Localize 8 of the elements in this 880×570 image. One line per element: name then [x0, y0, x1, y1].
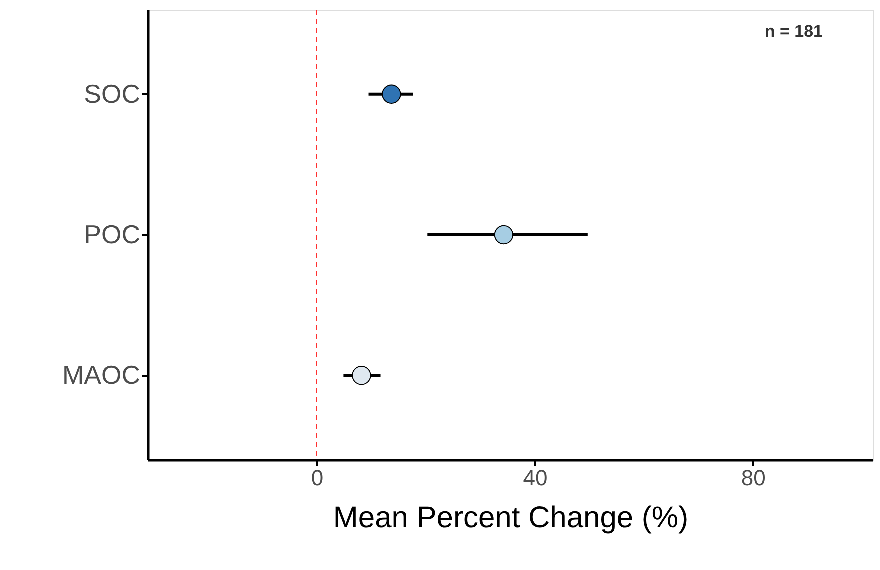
x-tick-label: 40 — [523, 466, 548, 490]
x-tick-label: 0 — [311, 466, 324, 490]
x-axis-title: Mean Percent Change (%) — [333, 502, 689, 534]
y-tick-label: SOC — [84, 78, 140, 109]
annotation: n = 181 — [764, 22, 823, 41]
y-tick-label: MAOC — [62, 360, 140, 390]
x-tick-label: 80 — [741, 466, 766, 490]
y-tick-label: POC — [84, 220, 140, 250]
